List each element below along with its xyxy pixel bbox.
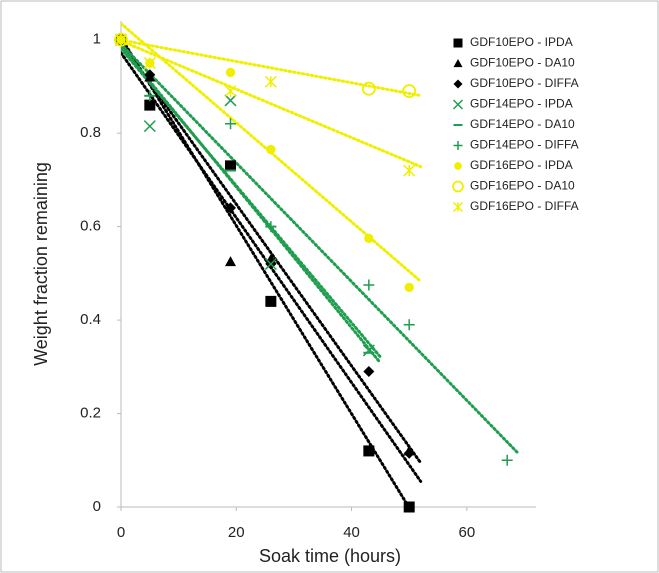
marker: [225, 256, 237, 267]
x-tick-label: 40: [343, 524, 360, 541]
marker: [224, 94, 237, 107]
trendline: [121, 42, 521, 456]
legend-label: GDF14EPO - DIFFA: [470, 138, 579, 152]
y-tick-label: 0.8: [80, 124, 101, 141]
marker: [362, 344, 375, 357]
marker: [224, 85, 237, 98]
marker: [403, 501, 415, 513]
marker: [143, 120, 156, 133]
marker: [143, 57, 156, 70]
marker: [452, 201, 464, 213]
legend-label: GDF14EPO - IPDA: [470, 97, 573, 111]
marker: [225, 160, 237, 172]
legend: GDF10EPO - IPDA GDF10EPO - DA10 GDF10EPO -…: [452, 35, 579, 213]
marker: [266, 144, 276, 155]
legend-label: GDF14EPO - DA10: [470, 117, 575, 131]
trendline: [121, 40, 423, 465]
y-axis-label: Weight fraction remaining: [31, 162, 51, 366]
marker: [452, 180, 464, 193]
marker: [264, 257, 277, 271]
marker: [114, 32, 128, 47]
marker: [453, 79, 463, 89]
marker: [453, 59, 463, 68]
marker: [361, 81, 376, 96]
marker: [453, 141, 463, 150]
legend-label: GDF10EPO - DIFFA: [470, 76, 579, 90]
marker: [403, 319, 415, 331]
marker: [265, 221, 277, 233]
trendline: [121, 44, 382, 365]
marker: [114, 33, 128, 46]
trendline: [121, 38, 423, 98]
marker: [225, 118, 237, 130]
trendline: [121, 39, 423, 169]
y-tick-label: 1: [93, 31, 101, 48]
x-tick-label: 60: [458, 524, 475, 541]
marker: [452, 99, 464, 110]
marker: [404, 282, 414, 293]
y-tick-label: 0.2: [80, 405, 101, 422]
marker: [144, 99, 156, 111]
marker: [225, 67, 236, 78]
y-tick-label: 0: [93, 498, 101, 515]
marker: [403, 447, 415, 459]
legend-label: GDF16EPO - DA10: [470, 179, 575, 193]
x-axis-label: Soak time (hours): [259, 546, 401, 566]
marker: [225, 202, 237, 214]
marker: [453, 38, 463, 48]
x-tick-label: 0: [117, 524, 125, 541]
marker: [363, 279, 375, 291]
marker: [454, 162, 462, 170]
marker: [264, 75, 277, 88]
legend-label: GDF16EPO - IPDA: [470, 158, 573, 172]
y-tick-label: 0.4: [80, 311, 101, 328]
marker: [144, 90, 156, 102]
marker: [403, 164, 416, 177]
legend-label: GDF16EPO - DIFFA: [470, 199, 579, 213]
marker: [402, 84, 417, 99]
marker: [364, 233, 374, 243]
legend-label: GDF10EPO - IPDA: [470, 35, 573, 49]
legend-label: GDF10EPO - DA10: [470, 56, 575, 70]
marker: [363, 365, 375, 377]
marker: [144, 69, 156, 81]
marker: [363, 445, 375, 457]
y-tick-label: 0.6: [80, 218, 101, 235]
trendline: [121, 36, 411, 507]
marker: [265, 295, 277, 307]
x-tick-label: 20: [228, 524, 245, 541]
marker: [501, 454, 513, 466]
